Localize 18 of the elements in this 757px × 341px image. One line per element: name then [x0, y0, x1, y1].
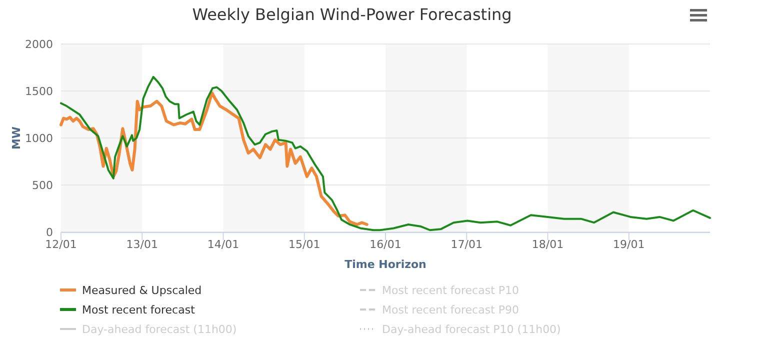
y-tick-label: 500 [32, 179, 53, 192]
y-tick-label: 1500 [25, 85, 53, 98]
y-tick-label: 0 [46, 226, 53, 239]
legend-label: Measured & Upscaled [82, 284, 202, 297]
y-tick-label: 1000 [25, 132, 53, 145]
x-tick-label: 14/01 [207, 238, 240, 251]
x-tick-label: 13/01 [126, 238, 158, 251]
x-tick-label: 18/01 [532, 238, 564, 251]
x-tick-label: 17/01 [450, 238, 482, 251]
x-tick-label: 15/01 [288, 238, 320, 251]
legend-label: Most recent forecast [82, 304, 196, 316]
x-tick-label: 16/01 [370, 238, 402, 251]
x-tick-label: 19/01 [613, 238, 645, 251]
chart-title: Weekly Belgian Wind-Power Forecasting [192, 5, 512, 24]
x-tick-label: 12/01 [45, 238, 77, 251]
y-axis-title: MW [10, 126, 23, 150]
x-axis-title: Time Horizon [344, 258, 426, 271]
y-tick-label: 2000 [25, 38, 53, 51]
